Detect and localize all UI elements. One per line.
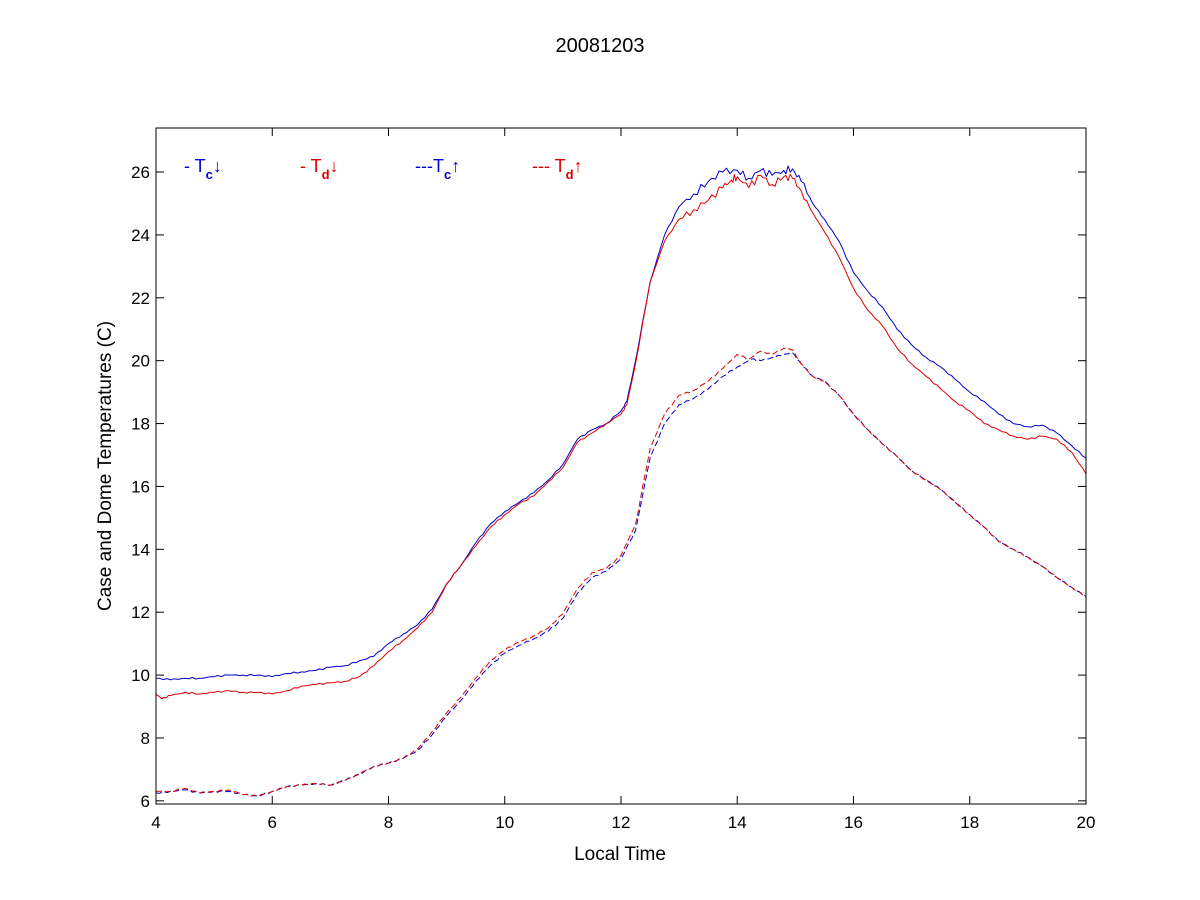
x-tick-label: 6 [268, 813, 277, 832]
y-axis: 6 8 10 12 14 16 18 20 22 24 26 [131, 163, 1086, 811]
x-tick-label: 14 [728, 813, 747, 832]
legend-arrow: ↓ [213, 156, 222, 176]
y-tick-label: 14 [131, 540, 150, 559]
x-tick-label: 20 [1077, 813, 1096, 832]
y-tick-label: 8 [141, 729, 150, 748]
x-axis: 4 6 8 10 12 14 16 18 20 [151, 128, 1095, 832]
series-line-1 [156, 165, 1086, 681]
legend: - Tc↓ - Td↓ ---Tc↑ --- Td↑ [184, 156, 583, 182]
legend-prefix: ---T [415, 156, 444, 176]
series-layer [156, 165, 1086, 797]
legend-subscript: d [566, 167, 574, 182]
x-tick-label: 18 [960, 813, 979, 832]
y-tick-label: 10 [131, 666, 150, 685]
legend-subscript: c [206, 167, 213, 182]
x-tick-label: 10 [495, 813, 514, 832]
y-tick-label: 26 [131, 163, 150, 182]
y-tick-label: 22 [131, 289, 150, 308]
series-line-2 [156, 173, 1086, 700]
legend-prefix: --- T [532, 156, 566, 176]
x-tick-label: 16 [844, 813, 863, 832]
x-tick-label: 8 [384, 813, 393, 832]
legend-subscript: c [444, 167, 451, 182]
y-tick-label: 24 [131, 226, 150, 245]
x-axis-title: Local Time [574, 844, 666, 865]
legend-entry-4: --- Td↑ [532, 156, 583, 182]
y-tick-label: 16 [131, 477, 150, 496]
legend-arrow: ↑ [574, 156, 583, 176]
series-line-4 [156, 347, 1086, 797]
legend-entry-3: ---Tc↑ [415, 156, 460, 182]
legend-subscript: d [322, 167, 330, 182]
legend-prefix: - T [184, 156, 206, 176]
y-tick-label: 6 [141, 792, 150, 811]
legend-entry-1: - Tc↓ [184, 156, 222, 182]
x-tick-label: 12 [612, 813, 631, 832]
x-tick-label: 4 [151, 813, 160, 832]
y-tick-label: 12 [131, 603, 150, 622]
legend-prefix: - T [300, 156, 322, 176]
legend-arrow: ↓ [330, 156, 339, 176]
legend-arrow: ↑ [451, 156, 460, 176]
y-tick-label: 18 [131, 415, 150, 434]
chart-title: 20081203 [556, 35, 645, 57]
y-tick-label: 20 [131, 352, 150, 371]
legend-entry-2: - Td↓ [300, 156, 339, 182]
y-axis-title: Case and Dome Temperatures (C) [95, 321, 116, 611]
